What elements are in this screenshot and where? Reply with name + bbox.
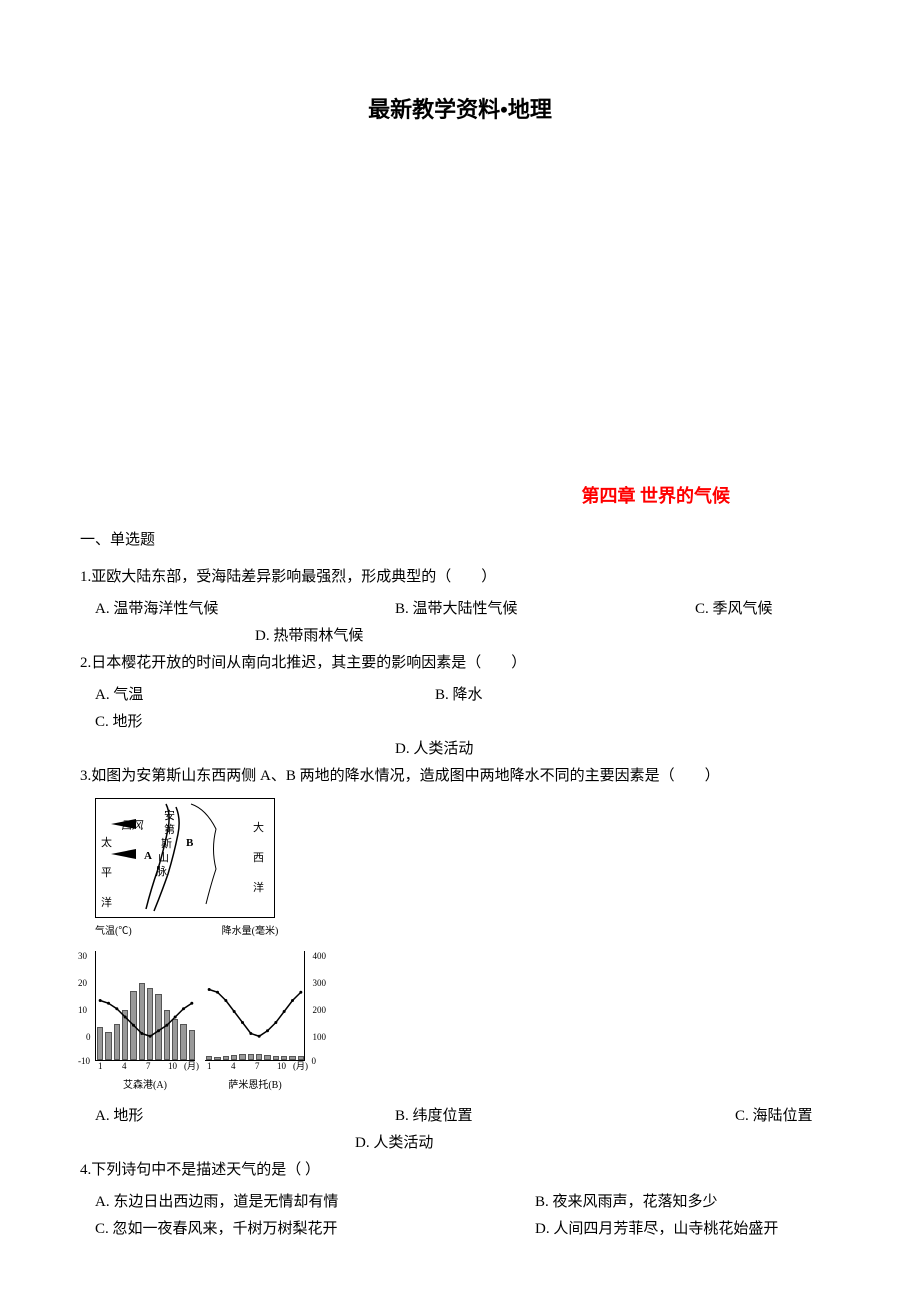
chart-temp-axis-label: 气温(℃)	[95, 923, 132, 941]
question-4: 4.下列诗句中不是描述天气的是（ ）	[80, 1157, 840, 1184]
q2-option-d: D. 人类活动	[95, 736, 840, 763]
chart-b-ytick-300: 300	[313, 975, 327, 991]
chart-a-ytick-20: 20	[78, 975, 87, 991]
q1-option-d: D. 热带雨林气候	[95, 623, 840, 650]
chart-b-name: 萨米恩托(B)	[205, 1077, 305, 1095]
chart-a: 30 20 10 0 -10 1 4 7 10 (月)	[95, 951, 195, 1061]
q2-option-a: A. 气温	[95, 682, 435, 709]
q1-option-c: C. 季风气候	[695, 596, 795, 623]
q3-option-d: D. 人类活动	[95, 1130, 840, 1157]
chart-precip-axis-label: 降水量(毫米)	[222, 923, 279, 941]
chart-b-ytick-0: 0	[312, 1053, 317, 1069]
chart-a-ytick-10: 10	[78, 1002, 87, 1018]
chart-a-ytick-neg10: -10	[78, 1053, 90, 1069]
q3-option-a: A. 地形	[95, 1103, 395, 1130]
section-heading-1: 一、单选题	[80, 527, 840, 554]
question-1-options: A. 温带海洋性气候 B. 温带大陆性气候 C. 季风气候 D. 热带雨林气候	[80, 596, 840, 650]
q2-option-c: C. 地形	[95, 709, 195, 736]
climate-charts: 30 20 10 0 -10 1 4 7 10 (月) 艾森港(A) 400 3…	[95, 951, 840, 1095]
chart-b: 400 300 200 100 0 1 4 7 10 (月)	[205, 951, 305, 1061]
chart-a-ytick-30: 30	[78, 948, 87, 964]
chapter-title: 第四章 世界的气候	[80, 480, 840, 512]
chart-b-ytick-200: 200	[313, 1002, 327, 1018]
q4-option-a: A. 东边日出西边雨，道是无情却有情	[95, 1189, 535, 1216]
chart-b-ytick-400: 400	[313, 948, 327, 964]
question-3: 3.如图为安第斯山东西两侧 A、B 两地的降水情况，造成图中两地降水不同的主要因…	[80, 763, 840, 790]
q4-option-d: D. 人间四月芳菲尽，山寺桃花始盛开	[535, 1216, 778, 1243]
q1-option-a: A. 温带海洋性气候	[95, 596, 395, 623]
andes-map: 太 平 洋 大 西 洋 安 第 斯 山 脉 西风 A B	[95, 798, 275, 918]
chart-b-ytick-100: 100	[313, 1029, 327, 1045]
chart-a-container: 30 20 10 0 -10 1 4 7 10 (月) 艾森港(A)	[95, 951, 195, 1095]
question-2-options: A. 气温 B. 降水 C. 地形 D. 人类活动	[80, 682, 840, 763]
chart-b-container: 400 300 200 100 0 1 4 7 10 (月) 萨米恩托(B)	[205, 951, 305, 1095]
main-title: 最新教学资料•地理	[80, 90, 840, 130]
question-2: 2.日本樱花开放的时间从南向北推迟，其主要的影响因素是（ ）	[80, 650, 840, 677]
q1-option-b: B. 温带大陆性气候	[395, 596, 695, 623]
q3-option-b: B. 纬度位置	[395, 1103, 735, 1130]
question-1: 1.亚欧大陆东部，受海陆差异影响最强烈，形成典型的（ ）	[80, 564, 840, 591]
question-3-options: A. 地形 B. 纬度位置 C. 海陆位置 D. 人类活动	[80, 1103, 840, 1157]
q4-option-c: C. 忽如一夜春风来，千树万树梨花开	[95, 1216, 535, 1243]
question-4-options: A. 东边日出西边雨，道是无情却有情 B. 夜来风雨声，花落知多少 C. 忽如一…	[80, 1189, 840, 1243]
question-3-figure: 太 平 洋 大 西 洋 安 第 斯 山 脉 西风 A B 气温(℃) 降水量(毫…	[95, 798, 840, 1095]
chart-a-name: 艾森港(A)	[95, 1077, 195, 1095]
q3-option-c: C. 海陆位置	[735, 1103, 835, 1130]
q2-option-b: B. 降水	[435, 682, 775, 709]
q4-option-b: B. 夜来风雨声，花落知多少	[535, 1189, 718, 1216]
chart-a-ytick-0: 0	[86, 1029, 91, 1045]
